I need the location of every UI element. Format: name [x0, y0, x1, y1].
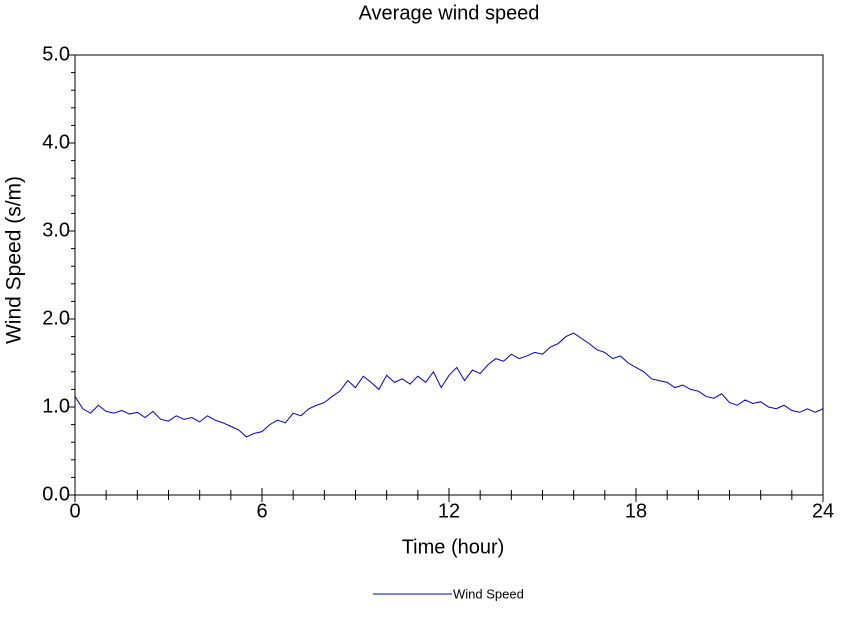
x-tick-label: 6	[256, 500, 267, 522]
legend-label: Wind Speed	[453, 586, 524, 601]
y-tick-label: 5.0	[42, 43, 70, 65]
x-tick-label: 18	[625, 500, 647, 522]
x-axis-label: Time (hour)	[402, 536, 505, 558]
y-tick-label: 3.0	[42, 219, 70, 241]
x-tick-label: 24	[812, 500, 834, 522]
y-axis-label: Wind Speed (s/m)	[3, 176, 26, 344]
y-tick-label: 4.0	[42, 131, 70, 153]
x-tick-label: 0	[69, 500, 80, 522]
y-tick-label: 0.0	[42, 483, 70, 505]
x-tick-label: 12	[438, 500, 460, 522]
y-tick-label: 2.0	[42, 307, 70, 329]
y-tick-label: 1.0	[42, 395, 70, 417]
plot-frame	[74, 54, 824, 496]
data-line	[74, 332, 824, 438]
chart-title: Average wind speed	[359, 2, 540, 24]
